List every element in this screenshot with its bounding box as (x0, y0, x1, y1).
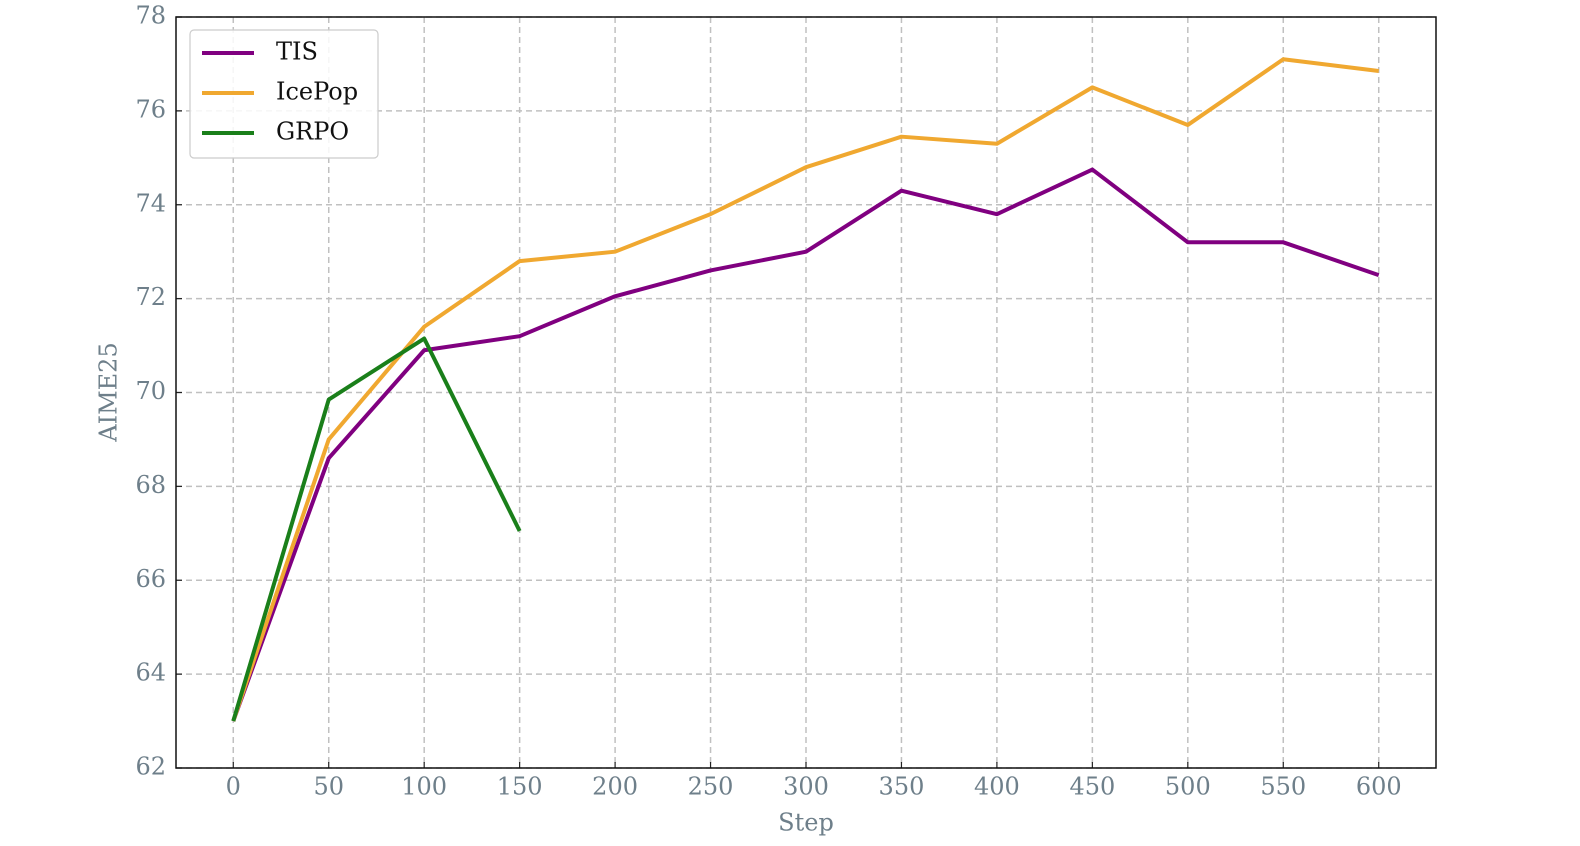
x-tick-label: 100 (401, 773, 447, 801)
x-tick-label: 0 (226, 773, 241, 801)
series-line (231, 336, 522, 722)
x-axis-label: Step (778, 809, 834, 837)
y-tick-label: 70 (135, 377, 166, 405)
x-tick-label: 250 (688, 773, 734, 801)
x-tick-label: 200 (592, 773, 638, 801)
legend-box (189, 29, 379, 159)
x-tick-label: 450 (1069, 773, 1115, 801)
y-tick-label: 74 (135, 189, 166, 217)
x-tick-label: 300 (783, 773, 829, 801)
x-tick-label: 350 (879, 773, 925, 801)
y-tick-label: 68 (135, 471, 166, 499)
y-axis-label: AIME25 (95, 342, 123, 442)
legend-label: IcePop (276, 78, 358, 106)
y-tick-label: 64 (135, 659, 166, 687)
y-tick-label: 76 (135, 95, 166, 123)
x-tick-label: 400 (974, 773, 1020, 801)
x-tick-label: 500 (1165, 773, 1211, 801)
series-line (231, 167, 1380, 722)
x-tick-label: 550 (1260, 773, 1306, 801)
legend-label: GRPO (276, 118, 349, 146)
y-tick-label: 72 (135, 283, 166, 311)
legend: TIS IcePop GRPO (189, 29, 379, 159)
y-tick-label: 66 (135, 565, 166, 593)
legend-label: TIS (276, 38, 318, 66)
x-tick-label: 150 (497, 773, 543, 801)
plot-frame (175, 16, 1437, 769)
x-tick-label: 50 (313, 773, 344, 801)
series-line (231, 57, 1379, 722)
y-tick-label: 78 (135, 2, 166, 30)
y-tick-label: 62 (135, 753, 166, 781)
x-tick-label: 600 (1356, 773, 1402, 801)
